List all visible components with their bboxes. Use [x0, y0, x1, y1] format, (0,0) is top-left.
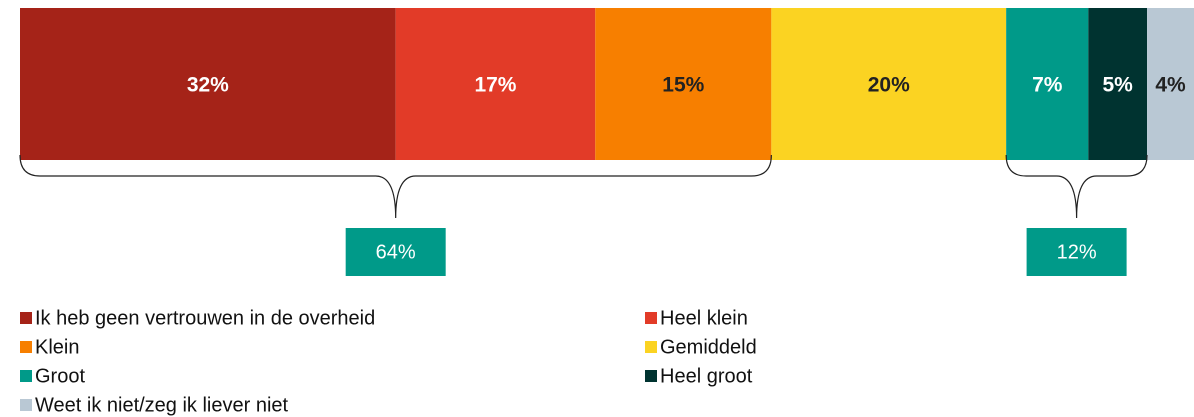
data-label: 32%	[187, 74, 229, 97]
legend-swatch	[645, 370, 657, 382]
bar-segment	[20, 8, 396, 160]
group-box	[345, 228, 446, 276]
legend-swatch	[645, 312, 657, 324]
legend-label: Klein	[35, 336, 79, 358]
data-label: 4%	[1155, 74, 1186, 97]
brace	[19, 154, 772, 219]
bar-segment	[595, 8, 772, 160]
legend-swatch	[20, 399, 32, 411]
legend-swatch	[20, 341, 32, 353]
data-label: 17%	[474, 74, 516, 97]
data-label: 15%	[662, 74, 704, 97]
data-label: 20%	[868, 74, 910, 97]
bar-segment	[1147, 8, 1194, 160]
data-label: 5%	[1103, 74, 1134, 97]
legend-label: Gemiddeld	[660, 336, 757, 358]
data-label: 7%	[1032, 74, 1063, 97]
group-label: 12%	[1057, 241, 1097, 263]
legend-swatch	[645, 341, 657, 353]
bar-segment	[1088, 8, 1148, 160]
legend-label: Groot	[35, 365, 85, 387]
bar-segment	[395, 8, 596, 160]
group-label: 64%	[376, 241, 416, 263]
bar-segment	[771, 8, 1007, 160]
bar-segment	[1006, 8, 1089, 160]
group-box	[1026, 228, 1127, 276]
legend-label: Heel groot	[660, 365, 753, 387]
legend-label: Ik heb geen vertrouwen in de overheid	[35, 307, 375, 329]
legend-label: Weet ik niet/zeg ik liever niet	[35, 394, 289, 416]
legend-label: Heel klein	[660, 307, 748, 329]
brace	[1005, 154, 1148, 219]
legend-swatch	[20, 370, 32, 382]
legend-swatch	[20, 312, 32, 324]
